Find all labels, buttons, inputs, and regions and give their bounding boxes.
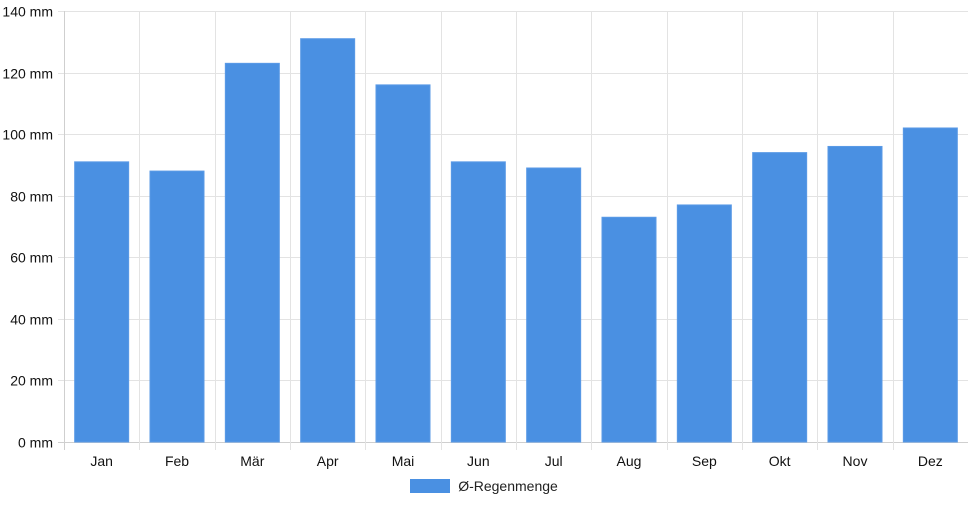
x-tick-label: Mai (392, 453, 415, 469)
y-tick-label: 100 mm (2, 127, 53, 143)
x-tick-label: Mär (240, 453, 264, 469)
axis-layer: 0 mm 20 mm 40 mm 60 mm 80 mm 100 mm 120 mm 140 … (2, 4, 942, 470)
y-tick-label: 0 mm (18, 435, 53, 451)
y-tick-label: 60 mm (10, 250, 53, 266)
bar-jan[interactable] (74, 161, 130, 443)
legend-label: Ø-Regenmenge (458, 478, 558, 494)
x-tick-label: Apr (317, 453, 339, 469)
x-tick-label: Feb (165, 453, 189, 469)
bar-jun[interactable] (450, 161, 506, 443)
bar-apr[interactable] (300, 38, 356, 443)
grid-layer (58, 11, 968, 450)
y-tick-label: 120 mm (2, 66, 53, 82)
bar-mär[interactable] (224, 62, 280, 443)
x-tick-label: Jun (467, 453, 490, 469)
y-tick-label: 80 mm (10, 189, 53, 205)
x-tick-label: Okt (769, 453, 791, 469)
bar-layer (74, 38, 958, 443)
x-tick-label: Sep (692, 453, 717, 469)
bar-okt[interactable] (752, 152, 808, 443)
x-tick-label: Aug (617, 453, 642, 469)
bar-aug[interactable] (601, 216, 657, 443)
y-tick-label: 40 mm (10, 312, 53, 328)
legend-swatch (410, 479, 451, 493)
bar-feb[interactable] (149, 170, 205, 443)
legend[interactable]: Ø-Regenmenge (0, 478, 968, 494)
x-tick-label: Jan (90, 453, 113, 469)
x-tick-label: Jul (545, 453, 563, 469)
bar-sep[interactable] (676, 204, 732, 443)
x-tick-label: Dez (918, 453, 943, 469)
y-tick-label: 140 mm (2, 4, 53, 20)
bar-dez[interactable] (902, 127, 958, 443)
y-tick-label: 20 mm (10, 373, 53, 389)
bar-mai[interactable] (375, 84, 431, 443)
bar-nov[interactable] (827, 145, 883, 443)
x-tick-label: Nov (843, 453, 868, 469)
bar-jul[interactable] (526, 167, 582, 443)
